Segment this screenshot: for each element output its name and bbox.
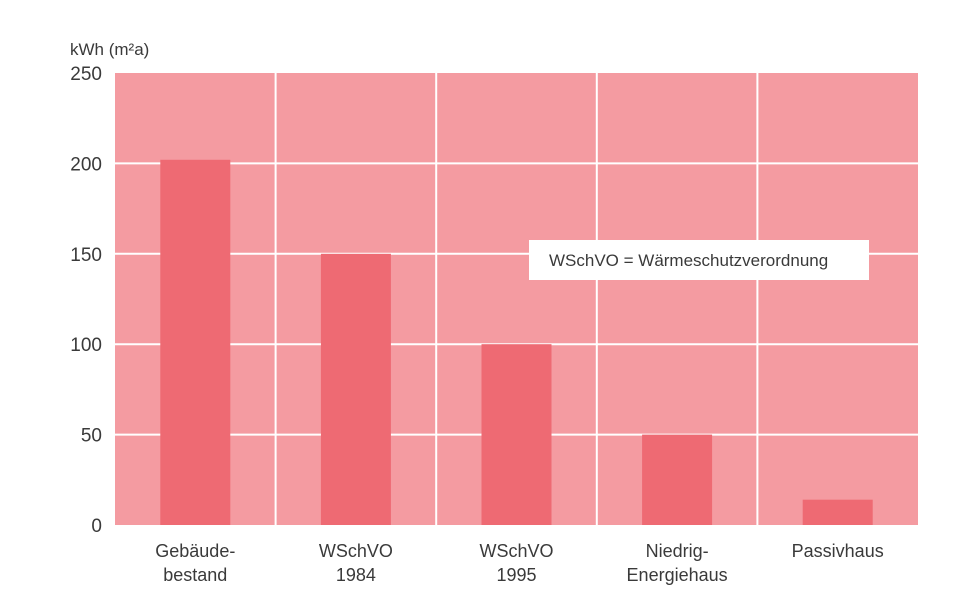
x-category-label: WSchVO 1984: [319, 541, 393, 585]
annotation-box: WSchVO = Wärmeschutzverordnung: [529, 240, 869, 280]
y-tick-label: 50: [81, 426, 102, 447]
x-category-label-line: WSchVO: [479, 541, 553, 561]
x-category-label-line: Niedrig-: [646, 541, 709, 561]
x-category-label-line: bestand: [163, 565, 227, 585]
bar: [320, 253, 391, 526]
x-category-label: Passivhaus: [792, 541, 884, 561]
x-category-label-line: Passivhaus: [792, 541, 884, 561]
bar: [160, 159, 231, 525]
y-axis-unit-label: kWh (m²a): [70, 40, 149, 59]
x-category-label-line: WSchVO: [319, 541, 393, 561]
bar: [642, 434, 713, 525]
y-tick-label: 100: [70, 335, 102, 356]
x-category-label-line: Energiehaus: [627, 565, 728, 585]
x-category-label-line: 1984: [336, 565, 376, 585]
bar: [481, 344, 552, 525]
x-category-label-line: 1995: [496, 565, 536, 585]
y-tick-label: 150: [70, 245, 102, 266]
y-axis: 0 50 100 150 200 250: [70, 64, 102, 537]
annotation-background: [529, 240, 869, 280]
x-category-label: Niedrig- Energiehaus: [627, 541, 728, 585]
annotation-text: WSchVO = Wärmeschutzverordnung: [549, 251, 828, 270]
x-category-label: WSchVO 1995: [479, 541, 553, 585]
y-tick-label: 200: [70, 154, 102, 175]
bar: [802, 499, 873, 525]
y-tick-label: 0: [91, 516, 102, 537]
x-category-label-line: Gebäude-: [155, 541, 235, 561]
x-axis: Gebäude-bestand WSchVO 1984 WSchVO 1995 Niedr…: [155, 541, 883, 585]
y-tick-label: 250: [70, 64, 102, 85]
x-category-label: Gebäude-bestand: [155, 541, 235, 585]
bars: [160, 159, 873, 526]
